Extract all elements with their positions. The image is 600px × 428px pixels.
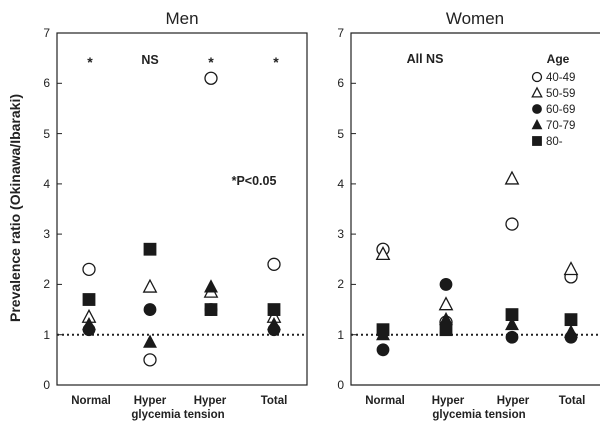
data-point-80-1 bbox=[82, 293, 96, 306]
y-tick-label: 6 bbox=[337, 76, 344, 90]
women-x-tick-labels: Normal Hyper Hyper Total bbox=[365, 395, 585, 407]
data-point-40-49-3 bbox=[204, 71, 218, 85]
data-point-60-69-1 bbox=[376, 343, 390, 357]
data-point-50-59-2 bbox=[142, 278, 158, 293]
men-panel: Men 0 1 2 3 4 5 6 7 Normal Hyper Hyper bbox=[43, 9, 308, 421]
y-axis-label: Prevalence ratio (Okinawa/Ibaraki) bbox=[7, 94, 23, 322]
women-plot-frame bbox=[350, 32, 600, 386]
significance-star-normal: * bbox=[87, 54, 93, 70]
men-annotation: NS bbox=[141, 53, 158, 67]
x-tick-label-hypertension: Hyper bbox=[497, 395, 530, 407]
legend-marker-2 bbox=[531, 86, 543, 98]
data-point-80-2 bbox=[143, 242, 157, 256]
men-x-tick-labels: Normal Hyper Hyper Total bbox=[71, 395, 287, 407]
women-panel: Women 0 1 2 3 4 5 6 7 Normal Hyper Hyper bbox=[337, 9, 600, 421]
data-point-70-79-4 bbox=[564, 324, 578, 338]
significance-star-hypertension: * bbox=[208, 54, 214, 70]
legend-marker-1 bbox=[531, 71, 543, 83]
legend-marker-5 bbox=[532, 136, 542, 146]
data-point-60-69-2 bbox=[439, 278, 453, 291]
data-point-70-79-1 bbox=[82, 316, 96, 331]
legend-marker-4 bbox=[531, 119, 543, 130]
x-tick-label-hyperglycemia: Hyper bbox=[134, 395, 167, 407]
data-point-80-4 bbox=[267, 303, 281, 316]
y-tick-label: 3 bbox=[337, 227, 344, 241]
y-tick-label: 7 bbox=[337, 26, 344, 40]
y-tick-label: 5 bbox=[337, 127, 344, 141]
men-x-sublabel: glycemia tension bbox=[131, 409, 224, 421]
data-point-60-69-2 bbox=[143, 303, 157, 316]
data-point-80-2 bbox=[439, 323, 453, 337]
y-tick-label: 0 bbox=[337, 378, 344, 392]
women-markers bbox=[375, 170, 579, 357]
men-y-ticks bbox=[57, 32, 62, 386]
x-tick-label-normal: Normal bbox=[71, 395, 111, 407]
data-point-80-4 bbox=[564, 313, 578, 327]
legend-title: Age bbox=[547, 52, 570, 66]
y-tick-label: 3 bbox=[43, 227, 50, 241]
x-tick-label-normal: Normal bbox=[365, 395, 405, 407]
y-tick-label: 1 bbox=[337, 328, 344, 342]
data-point-40-49-2 bbox=[143, 353, 157, 367]
legend-label-2: 50-59 bbox=[546, 88, 575, 100]
age-legend: Age 40-49 50-59 60-69 70-79 80- bbox=[531, 52, 575, 148]
women-title: Women bbox=[446, 9, 504, 28]
data-point-50-59-2 bbox=[438, 296, 454, 311]
legend-label-1: 40-49 bbox=[546, 72, 575, 84]
data-point-40-49-1 bbox=[82, 262, 96, 276]
legend-entries: 40-49 50-59 60-69 70-79 80- bbox=[531, 71, 575, 148]
data-point-50-59-4 bbox=[563, 261, 579, 276]
men-markers bbox=[81, 71, 282, 367]
men-significance: * * * bbox=[87, 54, 279, 70]
y-tick-label: 4 bbox=[337, 177, 344, 191]
data-point-80-3 bbox=[204, 303, 218, 316]
women-y-tick-labels: 0 1 2 3 4 5 6 7 bbox=[337, 26, 344, 392]
data-point-60-69-3 bbox=[505, 330, 519, 344]
x-tick-label-hyperglycemia: Hyper bbox=[432, 395, 465, 407]
y-tick-label: 6 bbox=[43, 76, 50, 90]
legend-label-5: 80- bbox=[546, 136, 563, 148]
data-point-40-49-3 bbox=[505, 217, 519, 231]
men-p-value-note: *P<0.05 bbox=[232, 174, 277, 188]
y-tick-label: 5 bbox=[43, 127, 50, 141]
data-point-50-59-3 bbox=[504, 170, 520, 185]
data-point-40-49-4 bbox=[267, 257, 281, 271]
legend-label-4: 70-79 bbox=[546, 120, 575, 132]
y-tick-label: 2 bbox=[43, 277, 50, 291]
men-title: Men bbox=[165, 9, 198, 28]
women-y-ticks bbox=[351, 32, 356, 386]
data-point-70-79-3 bbox=[505, 316, 519, 331]
men-plot-frame bbox=[56, 32, 308, 386]
x-tick-label-total: Total bbox=[559, 395, 586, 407]
men-y-tick-labels: 0 1 2 3 4 5 6 7 bbox=[43, 26, 50, 392]
y-tick-label: 2 bbox=[337, 277, 344, 291]
y-tick-label: 0 bbox=[43, 378, 50, 392]
y-tick-label: 4 bbox=[43, 177, 50, 191]
women-x-sublabel: glycemia tension bbox=[432, 409, 525, 421]
legend-label-3: 60-69 bbox=[546, 104, 575, 116]
y-tick-label: 7 bbox=[43, 26, 50, 40]
significance-star-total: * bbox=[273, 54, 279, 70]
data-point-70-79-2 bbox=[143, 334, 157, 348]
x-tick-label-total: Total bbox=[261, 395, 288, 407]
data-point-80-1 bbox=[376, 323, 390, 337]
women-annotation: All NS bbox=[407, 52, 444, 66]
data-point-70-79-4 bbox=[267, 316, 281, 331]
x-tick-label-hypertension: Hyper bbox=[194, 395, 227, 407]
y-tick-label: 1 bbox=[43, 328, 50, 342]
data-point-50-59-1 bbox=[375, 246, 391, 261]
data-point-80-3 bbox=[505, 308, 519, 322]
legend-marker-3 bbox=[532, 104, 542, 114]
data-point-70-79-3 bbox=[204, 279, 218, 293]
